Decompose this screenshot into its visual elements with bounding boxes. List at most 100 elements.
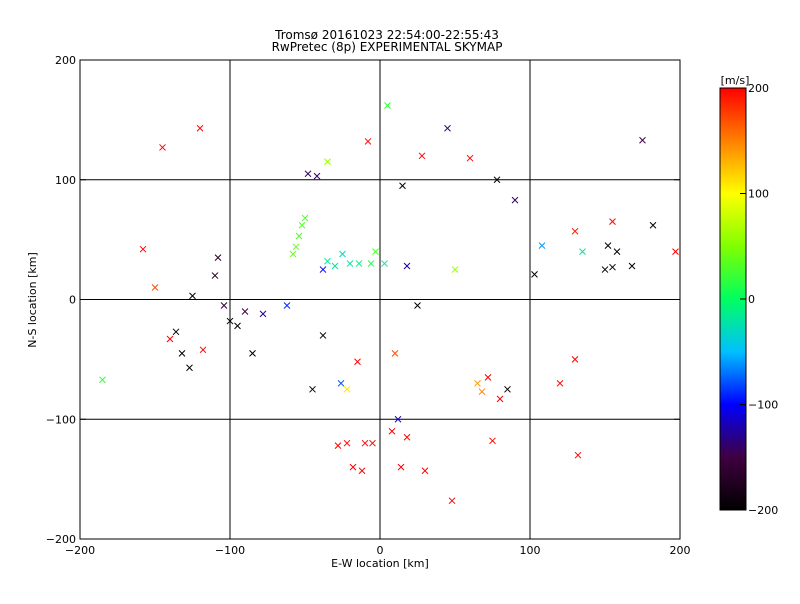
colorbar-label: [m/s] [721,74,750,87]
data-point-cross [388,427,396,435]
y-tick-label: 0 [69,294,76,307]
data-point-cross [444,124,451,132]
axis-ticks: −200 −100 0 100 200 −200 −100 0 100 200 [46,54,691,557]
data-point-cross [199,346,207,354]
data-point-cross [571,227,579,235]
y-tick-label: 100 [55,174,76,187]
data-point-cross [364,138,372,145]
chart-title: Tromsø 20161023 22:54:00-22:55:43 [274,28,499,42]
data-point-cross [151,284,159,291]
data-point-cross [421,467,429,475]
data-point-cross [504,385,511,393]
data-point-cross [178,350,186,357]
y-tick-label: 200 [55,54,76,67]
data-point-cross [604,242,612,249]
data-point-cross [484,373,492,381]
data-point-cross [601,266,609,273]
data-point-cross [574,451,582,459]
data-point-cross [289,250,297,258]
colorbar-tick-label: 100 [748,188,769,201]
data-point-cross [672,248,679,255]
y-tick-label: −100 [46,413,76,426]
data-point-cross [369,439,376,447]
data-point-cross [349,463,357,471]
data-point-cross [579,248,586,255]
data-point-cross [414,302,421,309]
data-point-cross [301,214,309,222]
data-point-cross [324,257,331,265]
data-point-cross [283,302,291,309]
data-point-cross [292,243,300,251]
data-point-cross [189,292,196,300]
grid-lines [80,60,680,539]
data-point-cross [493,176,501,184]
data-point-cross [343,439,351,447]
data-point-cross [214,254,222,261]
x-tick-label: −200 [65,544,95,557]
data-point-cross [511,196,519,204]
data-point-cross [259,310,267,318]
data-point-cross [304,170,312,178]
data-point-cross [639,136,646,144]
data-point-cross [343,385,351,393]
data-point-cross [403,262,411,270]
colorbar-tick-label: −200 [748,504,778,517]
data-point-cross [367,260,375,267]
data-point-cross [166,335,174,343]
data-point-cross [399,182,406,190]
data-point-cross [159,144,166,151]
data-point-cross [478,388,486,396]
data-point-cross [226,317,234,325]
y-tick-label: −200 [46,533,76,546]
data-point-cross [609,218,616,226]
data-point-cross [531,270,538,278]
data-point-cross [241,308,249,315]
data-point-cross [337,379,345,387]
data-point-cross [354,358,361,366]
x-tick-label: 0 [377,544,384,557]
data-point-cross [339,250,346,258]
data-point-cross [298,221,306,229]
data-point-cross [489,437,496,445]
x-tick-label: 200 [670,544,691,557]
data-point-cross [556,379,564,387]
data-point-cross [381,260,388,267]
data-point-cross [309,385,316,393]
data-point-cross [474,379,481,387]
data-point-cross [196,124,204,132]
x-tick-label: 100 [520,544,541,557]
colorbar-tick-label: 0 [748,293,755,306]
data-points [99,102,679,505]
x-axis-label: E-W location [km] [331,557,429,570]
data-point-cross [346,260,354,267]
data-point-cross [418,152,426,160]
data-point-cross [384,102,391,109]
data-point-cross [355,260,363,267]
y-axis-label: N-S location [km] [26,252,39,348]
data-point-cross [571,356,579,363]
data-point-cross [613,248,621,255]
data-point-cross [249,350,256,357]
data-point-cross [397,463,405,471]
data-point-cross [628,262,636,270]
data-point-cross [334,442,342,449]
data-point-cross [319,332,327,339]
data-point-cross [295,232,303,240]
x-tick-label: −100 [215,544,245,557]
data-point-cross [448,497,456,505]
data-point-cross [324,158,331,166]
data-point-cross [313,172,321,180]
colorbar-tick-label: 200 [748,82,769,95]
data-point-cross [609,263,616,271]
data-point-cross [186,364,193,372]
data-point-cross [331,262,339,270]
data-point-cross [361,439,369,447]
data-point-cross [451,266,459,273]
data-point-cross [394,415,402,423]
data-point-cross [358,467,366,475]
data-point-cross [372,248,379,255]
data-point-cross [466,154,474,162]
chart-subtitle: RwPretec (8p) EXPERIMENTAL SKYMAP [272,40,503,54]
data-point-cross [220,302,228,309]
